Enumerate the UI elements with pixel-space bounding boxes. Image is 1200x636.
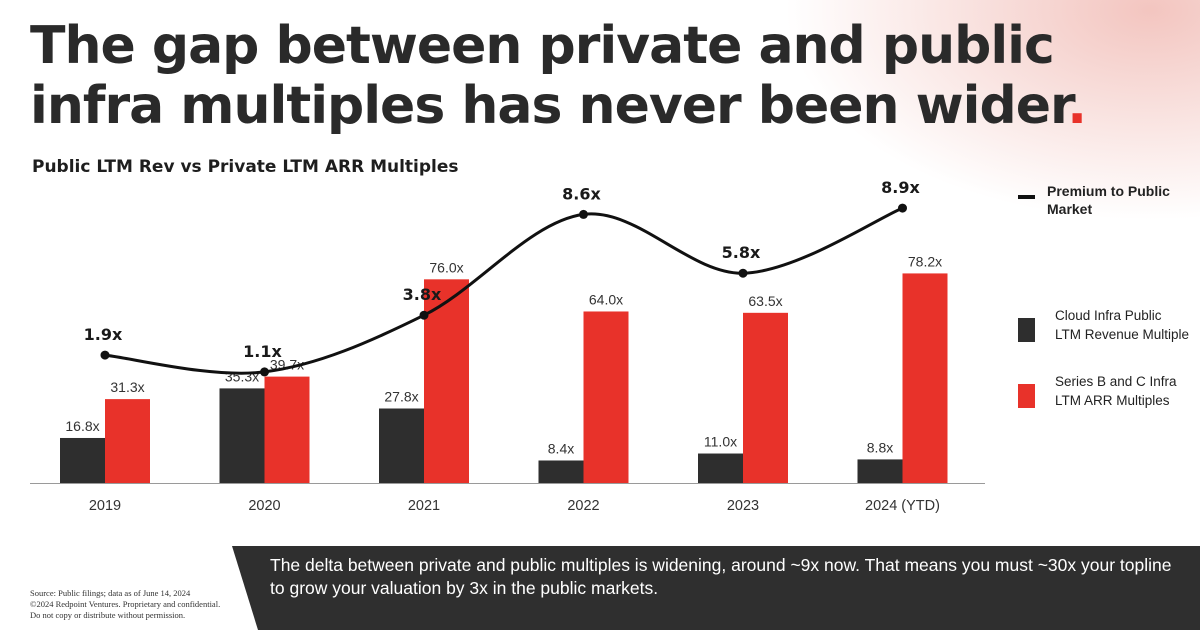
premium-label: 3.8x xyxy=(403,285,442,304)
headline-accent-dot: . xyxy=(1067,76,1087,136)
premium-label: 8.6x xyxy=(562,184,601,203)
bar-label-public: 8.8x xyxy=(867,439,893,455)
chart-title: Public LTM Rev vs Private LTM ARR Multip… xyxy=(32,157,459,177)
source-note: Source: Public filings; data as of June … xyxy=(30,588,260,621)
premium-point xyxy=(100,350,110,360)
x-tick-label: 2019 xyxy=(89,498,121,514)
premium-point xyxy=(898,203,907,213)
bar-label-private: 76.0x xyxy=(429,259,463,275)
bar-public-2021 xyxy=(379,408,424,483)
source-line-2: ©2024 Redpoint Ventures. Proprietary and… xyxy=(30,599,221,609)
premium-point xyxy=(419,310,429,320)
footer-banner xyxy=(232,546,1200,630)
headline-text: The gap between private and public infra… xyxy=(30,16,1068,136)
source-line-1: Source: Public filings; data as of June … xyxy=(30,588,191,598)
bar-public-2024-ytd- xyxy=(857,459,903,483)
bar-label-public: 35.3x xyxy=(225,368,259,384)
premium-label: 8.9x xyxy=(881,178,920,197)
bar-private-2023 xyxy=(743,312,788,483)
bar-label-private: 78.2x xyxy=(908,253,942,269)
headline: The gap between private and public infra… xyxy=(30,16,1150,136)
bar-public-2023 xyxy=(698,453,743,483)
premium-point xyxy=(260,367,269,377)
legend-swatch-public xyxy=(1018,318,1035,342)
bar-private-2024-ytd- xyxy=(902,273,948,483)
bar-private-2020 xyxy=(264,376,310,483)
legend-label-premium: Premium to Public Market xyxy=(1047,183,1170,217)
x-tick-label: 2023 xyxy=(727,498,759,514)
x-tick-label: 2024 (YTD) xyxy=(865,498,940,514)
bar-private-2021 xyxy=(424,279,469,483)
source-line-3: Do not copy or distribute without permis… xyxy=(30,610,186,620)
bar-label-private: 63.5x xyxy=(748,293,782,309)
bar-private-2019 xyxy=(105,399,150,483)
bar-label-private: 64.0x xyxy=(589,291,623,307)
bar-label-public: 16.8x xyxy=(65,418,99,434)
bar-label-public: 27.8x xyxy=(384,388,418,404)
footer-message: The delta between private and public mul… xyxy=(270,555,1172,598)
premium-label: 1.1x xyxy=(243,342,282,361)
bar-private-2022 xyxy=(583,311,629,483)
bar-label-public: 11.0x xyxy=(704,434,737,450)
x-tick-label: 2020 xyxy=(248,498,280,514)
legend-swatch-private xyxy=(1018,384,1035,408)
premium-point xyxy=(579,209,588,219)
bar-label-public: 8.4x xyxy=(548,440,574,456)
x-tick-label: 2022 xyxy=(567,498,599,514)
premium-line xyxy=(104,206,904,375)
legend-label-public: Cloud Infra Public LTM Revenue Multiple xyxy=(1055,308,1190,342)
bar-label-private: 31.3x xyxy=(110,379,144,395)
premium-point xyxy=(738,268,748,278)
legend-label-private: Series B and C Infra LTM ARR Multiples xyxy=(1055,374,1177,408)
legend-line-swatch xyxy=(1018,195,1035,199)
x-tick-label: 2021 xyxy=(408,498,440,514)
bar-public-2022 xyxy=(538,460,584,483)
bar-public-2020 xyxy=(219,388,265,483)
premium-label: 5.8x xyxy=(722,243,761,262)
bar-public-2019 xyxy=(60,437,105,483)
premium-label: 1.9x xyxy=(84,325,123,344)
